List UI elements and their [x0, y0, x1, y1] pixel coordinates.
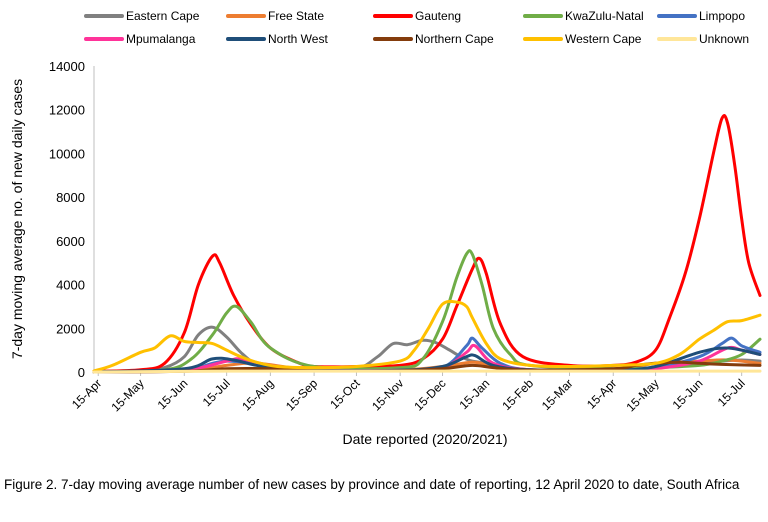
y-tick-label: 4000 — [56, 278, 85, 293]
x-tick-label: 15-Dec — [411, 376, 448, 413]
y-axis: 0 2000 4000 6000 8000 10000 12000 14000 — [49, 59, 95, 380]
x-tick-label: 15-May — [108, 376, 146, 414]
series-line-gauteng — [92, 114, 762, 373]
legend-label-mpumalanga: Mpumalanga — [126, 32, 196, 46]
figure-caption: Figure 2. 7-day moving average number of… — [4, 477, 740, 492]
legend-label-unknown: Unknown — [699, 32, 749, 46]
x-tick-label: 15-May — [624, 376, 662, 414]
legend-label-eastern-cape: Eastern Cape — [126, 9, 200, 23]
x-tick-label: 15-Jun — [670, 376, 706, 412]
series-line-northern-cape — [92, 360, 762, 374]
line-chart: Eastern Cape Free State Gauteng KwaZulu-Nat… — [9, 9, 762, 447]
legend-label-free-state: Free State — [268, 9, 324, 23]
chart-legend: Eastern Cape Free State Gauteng KwaZulu-Nat… — [84, 9, 749, 46]
y-tick-label: 6000 — [56, 234, 85, 249]
y-tick-label: 12000 — [49, 103, 85, 118]
x-tick-label: 15-Jul — [715, 376, 748, 409]
y-tick-label: 8000 — [56, 190, 85, 205]
y-tick-label: 10000 — [49, 146, 85, 161]
x-tick-label: 15-Jun — [155, 376, 191, 412]
legend-label-northern-cape: Northern Cape — [415, 32, 494, 46]
x-tick-label: 15-Mar — [539, 376, 576, 413]
x-tick-label: 15-Oct — [327, 376, 363, 412]
series-line-mpumalanga — [92, 343, 762, 374]
legend-label-western-cape: Western Cape — [565, 32, 642, 46]
x-axis: 15-Apr 15-May 15-Jun 15-Jul 15-Aug 15-Sep 15-O… — [69, 371, 760, 414]
x-tick-label: 15-Nov — [369, 376, 406, 413]
x-tick-label: 15-Jan — [457, 376, 493, 412]
x-axis-title: Date reported (2020/2021) — [343, 431, 508, 447]
x-tick-label: 15-Aug — [239, 376, 276, 413]
legend-label-limpopo: Limpopo — [699, 9, 745, 23]
legend-label-north-west: North West — [268, 32, 328, 46]
series-line-kwazulu-natal — [92, 249, 762, 374]
series-line-unknown — [92, 369, 762, 374]
x-tick-label: 15-Feb — [499, 376, 536, 413]
x-tick-label: 15-Apr — [584, 376, 619, 411]
x-tick-label: 15-Jul — [200, 376, 233, 409]
series-line-north-west — [92, 346, 762, 374]
y-tick-label: 0 — [78, 365, 85, 380]
legend-label-gauteng: Gauteng — [415, 9, 461, 23]
x-tick-label: 15-Apr — [69, 376, 104, 411]
y-tick-label: 14000 — [49, 59, 85, 74]
series-line-western-cape — [92, 299, 762, 373]
y-tick-label: 2000 — [56, 321, 85, 336]
legend-label-kwazulu-natal: KwaZulu-Natal — [565, 9, 644, 23]
series-layer — [92, 114, 762, 374]
x-tick-label: 15-Sep — [283, 376, 320, 413]
y-axis-title: 7-day moving average no. of new daily ca… — [9, 79, 25, 359]
